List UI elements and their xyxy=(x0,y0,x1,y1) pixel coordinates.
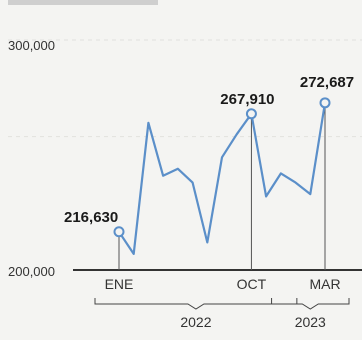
year-label: 2022 xyxy=(180,314,211,330)
data-label: 272,687 xyxy=(300,74,354,91)
cropped-header-remnant xyxy=(8,0,158,5)
x-tick-label: OCT xyxy=(237,276,267,292)
guide-lines xyxy=(118,107,326,270)
grid-lines xyxy=(8,39,362,138)
year-bracket xyxy=(94,298,298,310)
callout-marker xyxy=(245,108,257,120)
year-label: 2023 xyxy=(295,314,326,330)
series-line xyxy=(118,102,327,255)
y-tick-label-bottom: 200,000 xyxy=(8,264,55,279)
year-brackets: 2022 2023 xyxy=(94,298,350,330)
callout-markers xyxy=(113,97,331,238)
month-labels: ENE OCT MAR xyxy=(105,276,341,292)
data-label: 267,910 xyxy=(220,91,274,108)
callout-marker xyxy=(319,97,331,109)
x-tick-label: ENE xyxy=(105,276,134,292)
x-tick-label: MAR xyxy=(309,276,340,292)
year-bracket xyxy=(271,298,350,310)
callout-labels: 216,630 267,910 272,687 xyxy=(64,74,354,226)
y-tick-label-top: 300,000 xyxy=(8,38,55,53)
data-label: 216,630 xyxy=(64,209,118,226)
callout-marker xyxy=(113,226,125,238)
